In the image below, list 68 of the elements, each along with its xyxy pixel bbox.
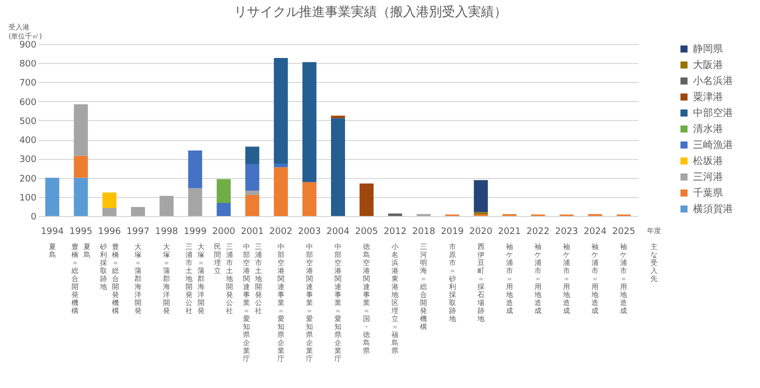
x-tick-label: 2024 — [584, 227, 607, 237]
x-tick-label: 2004 — [326, 227, 350, 237]
x-tick-label: 1999 — [184, 227, 207, 237]
bar — [131, 207, 145, 216]
x-tick-label: 2018 — [412, 227, 436, 237]
x-tick-label: 1997 — [126, 227, 150, 237]
legend-label: 三崎漁港 — [693, 139, 733, 151]
bar — [331, 118, 345, 216]
bar — [216, 179, 231, 204]
x-tick-label: 2005 — [355, 227, 378, 237]
bar — [188, 188, 202, 216]
x-tick-label: 2001 — [240, 227, 264, 237]
x-tick-label: 1998 — [155, 227, 178, 237]
legend-label: 三河港 — [693, 171, 723, 183]
bar — [474, 180, 488, 212]
bar — [274, 167, 288, 216]
legend-label: 千葉県 — [693, 187, 723, 199]
y-tick-label: 600 — [19, 98, 37, 108]
bar — [74, 178, 88, 216]
y-tick-label: 0 — [30, 212, 37, 222]
y-tick-label: 900 — [19, 40, 37, 50]
bar — [102, 208, 116, 216]
bar — [274, 163, 288, 168]
x-tick-label: 1994 — [40, 227, 64, 237]
x-tick-label: 1995 — [69, 227, 92, 237]
x-tick-label: 2003 — [298, 227, 321, 237]
legend-label: 小名浜港 — [693, 75, 733, 87]
x-tick-label: 2000 — [212, 227, 236, 237]
legend-label: 横須賀港 — [693, 203, 733, 215]
legend-label: 静岡県 — [693, 43, 723, 55]
legend-label: 大阪港 — [693, 59, 723, 71]
bar — [302, 62, 316, 182]
legend-label: 松坂港 — [693, 155, 723, 167]
x-tick-label: 2022 — [526, 227, 550, 237]
bar — [160, 196, 174, 216]
x-tick-label: 1996 — [98, 227, 122, 237]
y-tick-label: 300 — [19, 155, 37, 166]
y-tick-label: 100 — [19, 193, 37, 204]
x-tick-label: 2020 — [469, 227, 493, 237]
bar — [274, 58, 288, 164]
bar — [74, 104, 88, 156]
bar — [245, 190, 260, 195]
bar — [188, 150, 202, 188]
y-tick-label: 400 — [19, 136, 37, 146]
bar — [245, 194, 260, 216]
chart-title: リサイクル推進事業実績（搬入港別受入実績） — [234, 4, 507, 20]
bar — [216, 203, 231, 216]
y-tick-label: 500 — [19, 116, 37, 127]
y-tick-label: 700 — [19, 78, 37, 89]
x-tick-label: 2021 — [498, 227, 521, 237]
x-tick-label: 2025 — [612, 227, 636, 237]
bar — [102, 192, 116, 208]
bar — [74, 156, 88, 178]
x-tick-label: 2023 — [555, 227, 578, 237]
x-tick-label: 2012 — [384, 227, 407, 237]
bar — [331, 116, 345, 118]
y-tick-label: 800 — [19, 60, 37, 70]
legend-label: 中部空港 — [693, 107, 733, 119]
bar — [360, 184, 374, 216]
legend-label: 粟津港 — [693, 91, 723, 103]
bar — [302, 182, 316, 216]
x-tick-label: 2002 — [269, 227, 292, 237]
legend-label: 清水港 — [693, 123, 723, 135]
bar — [45, 178, 60, 216]
bar — [245, 164, 260, 191]
bar — [245, 146, 260, 164]
y-tick-label: 200 — [19, 174, 37, 184]
x-tick-label: 2019 — [440, 227, 464, 237]
